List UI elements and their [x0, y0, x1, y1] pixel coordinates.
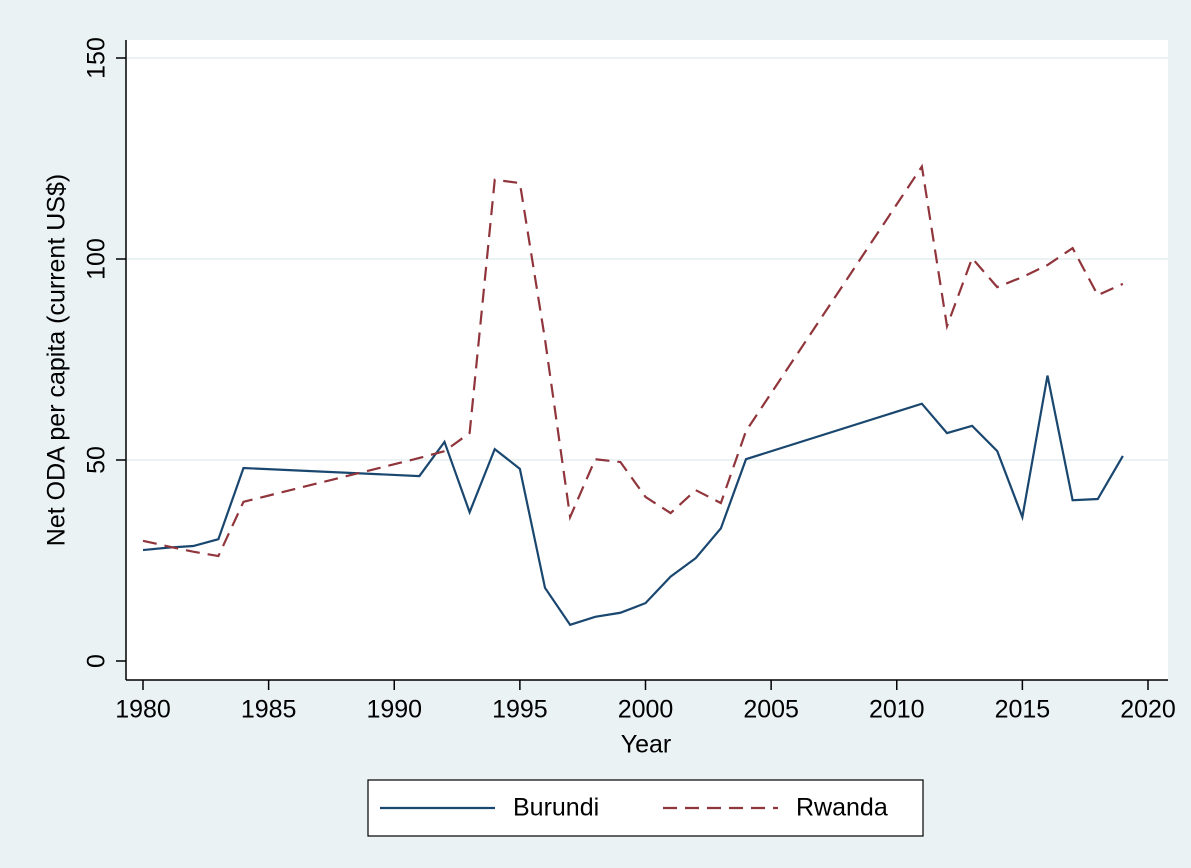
x-tick-label: 1980 — [115, 696, 171, 724]
x-tick-label: 2000 — [618, 696, 674, 724]
series-line — [142, 163, 1124, 558]
y-tick-label: 100 — [83, 238, 111, 280]
y-axis-label: Net ODA per capita (current US$) — [43, 174, 71, 546]
x-tick-label: 2010 — [869, 696, 925, 724]
y-tick-label: 50 — [83, 446, 111, 474]
x-tick-label: 1985 — [241, 696, 297, 724]
series-line — [142, 375, 1124, 627]
legend-label: Rwanda — [796, 794, 888, 822]
x-tick-label: 1995 — [492, 696, 548, 724]
x-tick-label: 2005 — [743, 696, 799, 724]
y-tick-label: 0 — [83, 654, 111, 668]
x-axis-label: Year — [621, 731, 672, 759]
plot-area — [126, 40, 1168, 680]
x-tick-label: 2020 — [1120, 696, 1176, 724]
x-tick-label: 2015 — [995, 696, 1051, 724]
legend-label: Burundi — [513, 794, 599, 822]
x-tick-label: 1990 — [366, 696, 422, 724]
y-tick-label: 150 — [83, 37, 111, 79]
